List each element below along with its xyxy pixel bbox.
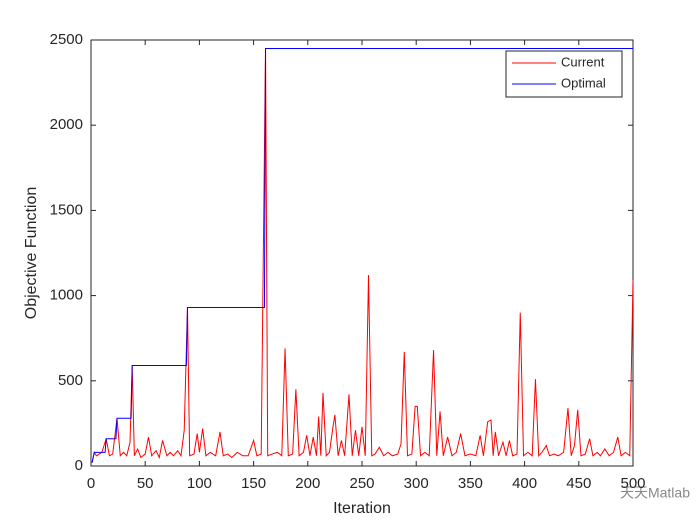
legend-label: Current	[561, 54, 605, 69]
x-tick-label: 50	[137, 475, 154, 492]
y-tick-label: 1000	[50, 287, 83, 304]
x-tick-label: 350	[458, 475, 483, 492]
y-tick-label: 500	[58, 372, 83, 389]
x-tick-label: 150	[241, 475, 266, 492]
series-line	[91, 48, 633, 463]
x-axis-label: Iteration	[333, 500, 391, 517]
y-tick-label: 2000	[50, 116, 83, 133]
plot-area	[90, 39, 634, 467]
legend-box	[505, 50, 623, 98]
series-line	[91, 48, 634, 463]
x-tick-label: 400	[512, 475, 537, 492]
y-tick-label: 0	[75, 457, 83, 474]
x-tick-label: 100	[187, 475, 212, 492]
watermark: 天天Matlab	[620, 485, 690, 501]
x-tick-label: 250	[349, 475, 374, 492]
y-axis-label: Objective Function	[23, 187, 40, 320]
legend-label: Optimal	[561, 75, 606, 90]
x-tick-label: 0	[87, 475, 95, 492]
x-tick-label: 450	[566, 475, 591, 492]
y-tick-label: 1500	[50, 201, 83, 218]
y-tick-label: 2500	[50, 31, 83, 48]
x-tick-label: 200	[295, 475, 320, 492]
x-tick-label: 500	[620, 475, 645, 492]
x-tick-label: 300	[404, 475, 429, 492]
